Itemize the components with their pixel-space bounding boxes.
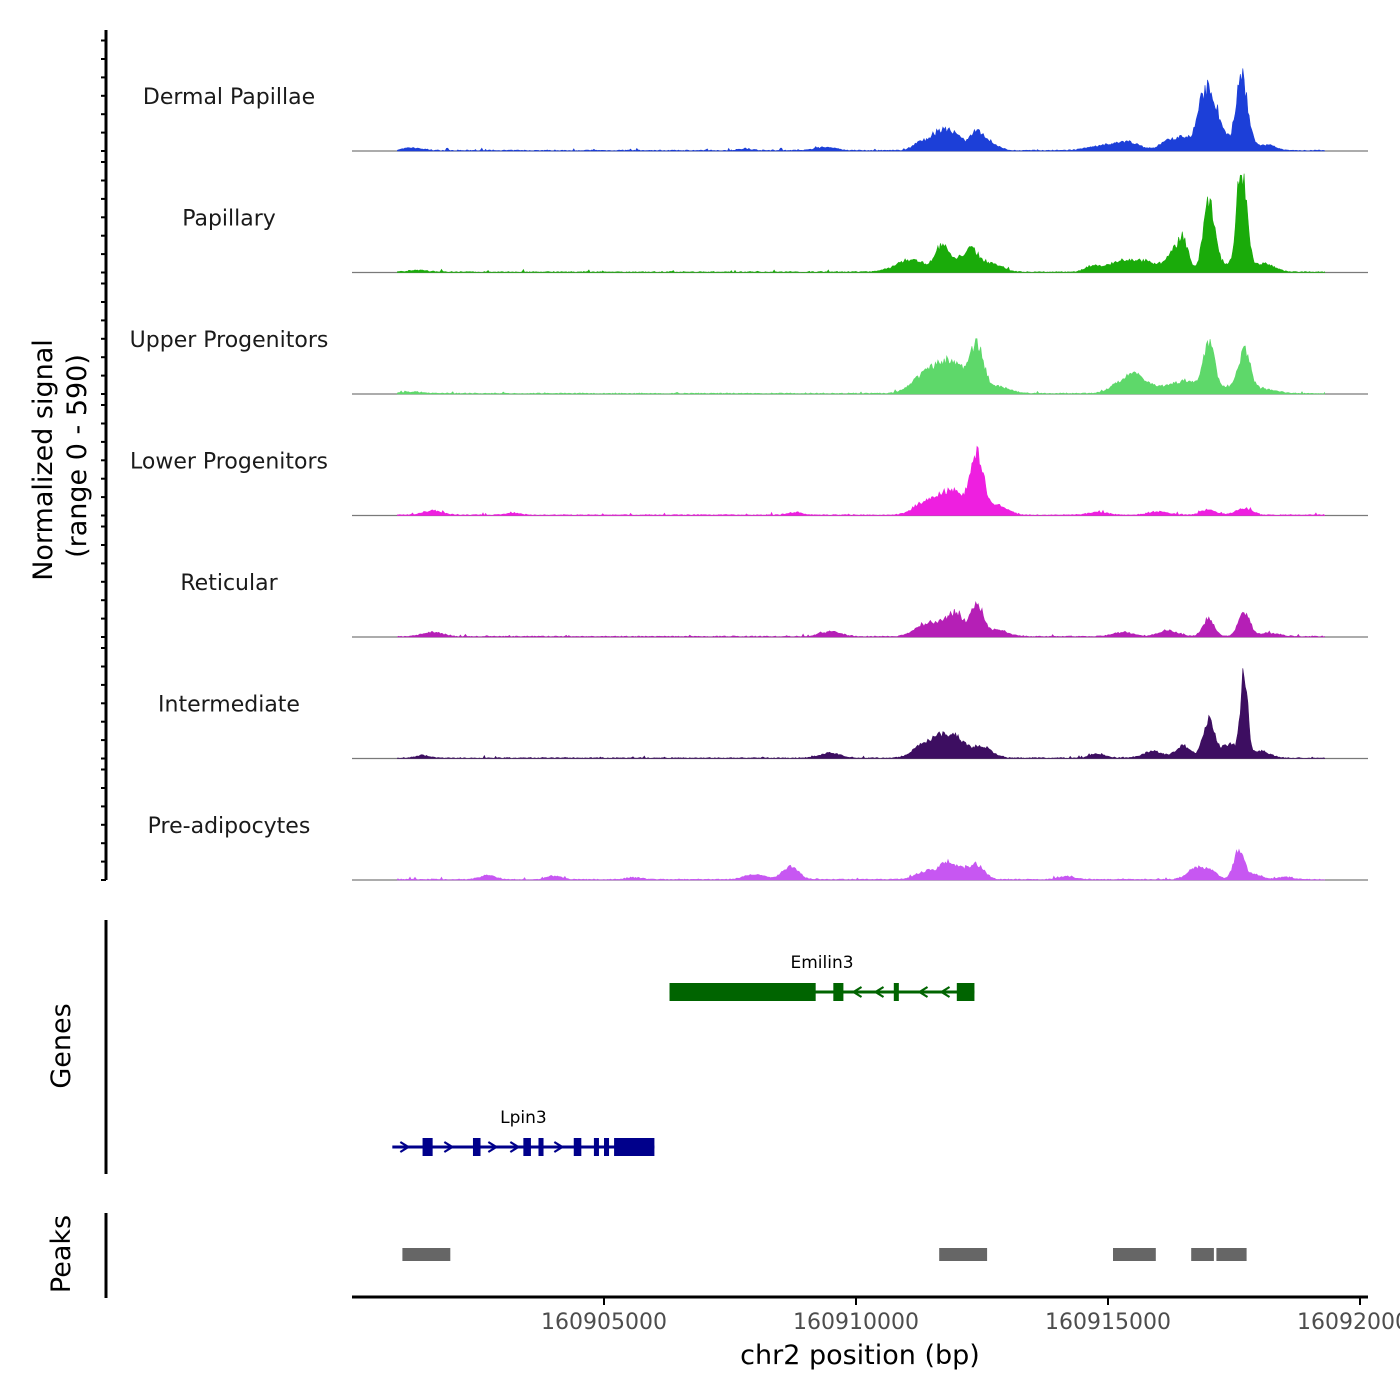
strand-arrow [509, 1141, 521, 1153]
peak-region [1216, 1248, 1247, 1261]
track-label: Upper Progenitors [130, 328, 329, 353]
peaks-panel: Peaks [46, 1213, 1247, 1298]
gene-emilin3: Emilin3 [669, 953, 975, 1001]
track-reticular: Reticular [180, 571, 1368, 638]
gene-name-label: Lpin3 [500, 1108, 547, 1128]
gene-exon [538, 1138, 544, 1156]
x-tick-label: 160915000 [1045, 1310, 1171, 1335]
track-label: Papillary [182, 207, 276, 232]
strand-arrow [851, 986, 863, 998]
track-pre-adipocytes: Pre-adipocytes [148, 814, 1368, 881]
gene-exon [472, 1138, 481, 1156]
signal-y-axis [101, 30, 108, 881]
coverage-area [397, 848, 1325, 881]
signal-y-axis-title: Normalized signal (range 0 - 590) [28, 339, 93, 581]
strand-arrow [443, 1141, 455, 1153]
track-label: Pre-adipocytes [148, 814, 311, 839]
gene-exon [614, 1138, 655, 1156]
strand-arrow [487, 1141, 499, 1153]
strand-arrow [917, 986, 929, 998]
gene-exon [593, 1138, 599, 1156]
track-label: Reticular [180, 571, 278, 596]
coverage-area [397, 173, 1325, 273]
x-tick-label: 160905000 [541, 1310, 667, 1335]
track-label: Intermediate [158, 693, 300, 718]
gene-exon [956, 983, 975, 1001]
strand-arrow [939, 986, 951, 998]
gene-exon [422, 1138, 433, 1156]
gene-lpin3: Lpin3 [392, 1108, 655, 1156]
peak-region [1113, 1248, 1156, 1261]
coverage-area [397, 338, 1325, 395]
coverage-area [397, 668, 1325, 759]
y-axis-label: Normalized signal [28, 339, 59, 581]
track-papillary: Papillary [182, 173, 1368, 274]
strand-arrow [873, 986, 885, 998]
x-axis: 160905000 160910000 160915000 160920000 chr… [352, 1295, 1400, 1371]
genes-axis-label: Genes [46, 1003, 77, 1088]
track-intermediate: Intermediate [158, 668, 1368, 760]
y-axis-range-label: (range 0 - 590) [62, 354, 93, 558]
gene-exon [573, 1138, 582, 1156]
gene-exon [833, 983, 844, 1001]
coverage-area [397, 68, 1325, 152]
peak-region [939, 1248, 988, 1261]
coverage-area [397, 600, 1325, 638]
peak-region [402, 1248, 451, 1261]
coverage-area [397, 445, 1325, 517]
peaks-axis-label: Peaks [46, 1215, 77, 1293]
x-axis-label: chr2 position (bp) [740, 1340, 980, 1371]
peak-region [1191, 1248, 1214, 1261]
x-tick-label: 160920000 [1297, 1310, 1400, 1335]
gene-exon [669, 983, 816, 1001]
coverage-tracks: Dermal Papillae Papillary Upper Progenitor… [130, 68, 1368, 881]
track-label: Dermal Papillae [143, 85, 315, 110]
genes-panel: Genes Emilin3 Lpin3 [46, 920, 975, 1174]
gene-exon [604, 1138, 610, 1156]
track-lower-progenitors: Lower Progenitors [130, 445, 1368, 517]
x-tick-label: 160910000 [793, 1310, 919, 1335]
strand-arrow [553, 1141, 565, 1153]
track-dermal-papillae: Dermal Papillae [143, 68, 1368, 152]
gene-exon [523, 1138, 531, 1156]
track-label: Lower Progenitors [130, 450, 328, 475]
track-upper-progenitors: Upper Progenitors [130, 328, 1368, 395]
gene-exon [893, 983, 899, 1001]
strand-arrow [399, 1141, 411, 1153]
gene-name-label: Emilin3 [790, 953, 853, 973]
